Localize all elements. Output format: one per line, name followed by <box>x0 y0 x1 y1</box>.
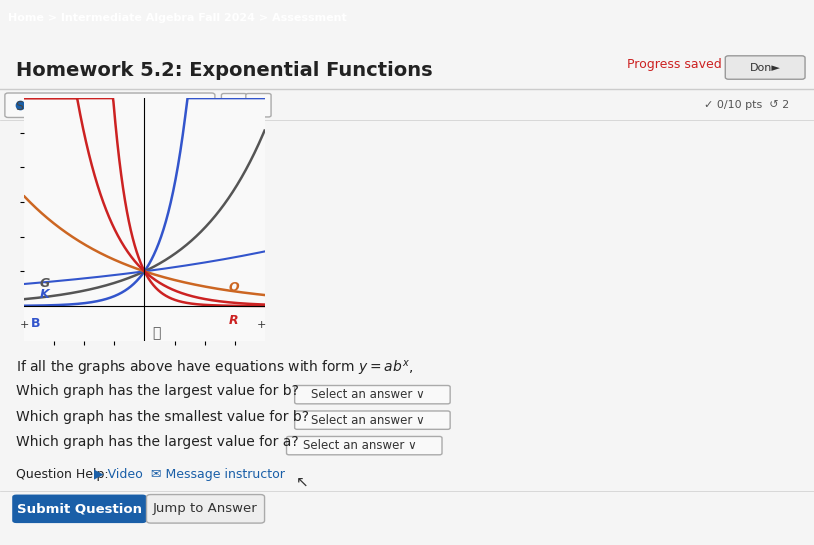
Text: +: + <box>257 320 266 330</box>
Text: Which graph has the largest value for a?: Which graph has the largest value for a? <box>16 435 299 450</box>
FancyBboxPatch shape <box>295 411 450 429</box>
Text: Submit Question: Submit Question <box>17 502 142 516</box>
FancyBboxPatch shape <box>287 437 442 455</box>
Text: Don►: Don► <box>750 63 781 72</box>
Text: G: G <box>39 277 50 290</box>
Text: ↖: ↖ <box>295 475 309 490</box>
FancyBboxPatch shape <box>5 93 215 118</box>
Text: +: + <box>20 320 29 330</box>
Text: ▼: ▼ <box>179 100 186 110</box>
Text: Score: 0/90    Answered: 0/9: Score: 0/90 Answered: 0/9 <box>16 99 194 112</box>
Text: Select an answer ∨: Select an answer ∨ <box>311 388 425 401</box>
Text: If all the graphs above have equations with form $y = ab^x$,: If all the graphs above have equations w… <box>16 359 414 378</box>
FancyBboxPatch shape <box>246 94 271 117</box>
Text: ✓ 0/10 pts  ↺ 2: ✓ 0/10 pts ↺ 2 <box>704 100 790 110</box>
Text: Home > Intermediate Algebra Fall 2024 > Assessment: Home > Intermediate Algebra Fall 2024 > … <box>8 13 347 23</box>
Text: Select an answer ∨: Select an answer ∨ <box>311 414 425 427</box>
Text: B: B <box>30 317 40 330</box>
FancyBboxPatch shape <box>295 385 450 404</box>
Text: <: < <box>229 99 239 112</box>
Text: >: > <box>253 99 264 112</box>
FancyBboxPatch shape <box>221 94 247 117</box>
Text: ▶ Video: ▶ Video <box>94 468 142 481</box>
FancyBboxPatch shape <box>725 56 805 79</box>
Text: R: R <box>229 314 239 327</box>
Text: Progress saved: Progress saved <box>627 58 721 71</box>
FancyBboxPatch shape <box>147 494 265 523</box>
Text: O: O <box>229 281 239 294</box>
Text: 🔍: 🔍 <box>152 326 160 340</box>
Text: Select an answer ∨: Select an answer ∨ <box>303 439 417 452</box>
FancyBboxPatch shape <box>12 494 147 523</box>
Text: K: K <box>39 288 49 301</box>
Text: Which graph has the largest value for b?: Which graph has the largest value for b? <box>16 384 300 398</box>
Text: ✉ Message instructor: ✉ Message instructor <box>151 468 284 481</box>
Text: Question 1: Question 1 <box>31 99 98 112</box>
Text: Which graph has the smallest value for b?: Which graph has the smallest value for b… <box>16 410 309 424</box>
Text: Jump to Answer: Jump to Answer <box>153 502 257 516</box>
Text: Homework 5.2: Exponential Functions: Homework 5.2: Exponential Functions <box>16 61 433 80</box>
Text: Question Help:: Question Help: <box>16 468 109 481</box>
